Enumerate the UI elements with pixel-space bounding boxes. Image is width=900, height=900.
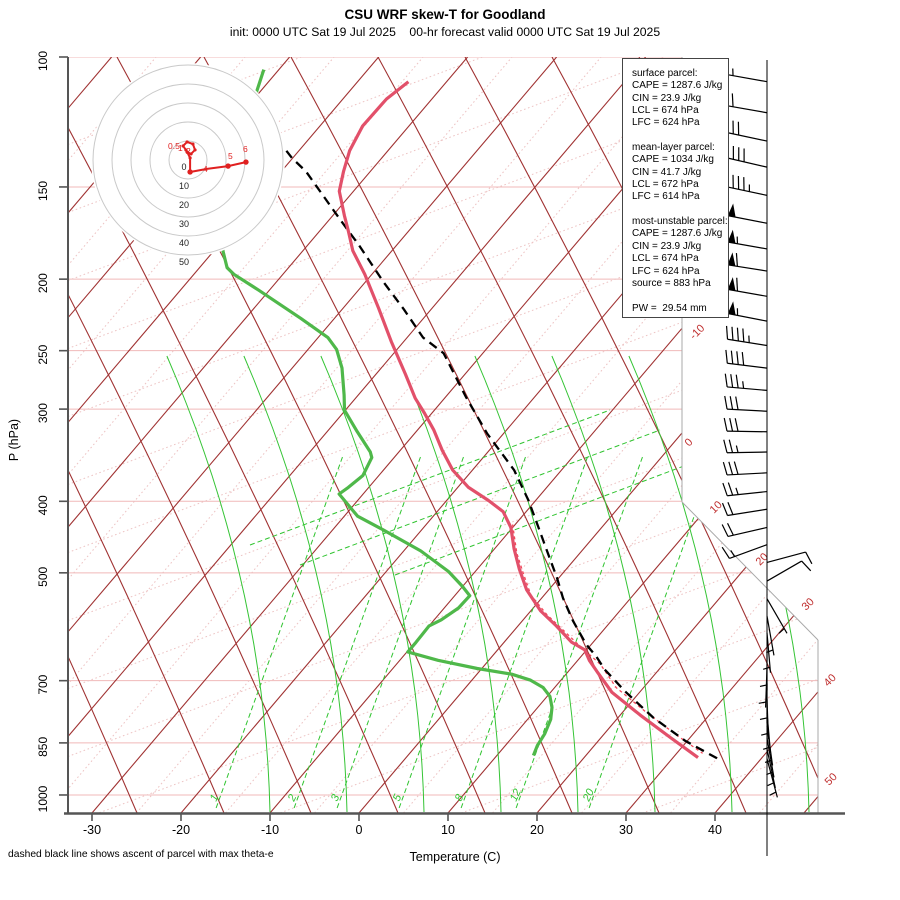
wind-barb: [727, 144, 768, 168]
mixing-ratio-label: 1: [208, 793, 221, 804]
hodograph-height-label: 2: [186, 146, 191, 156]
virtual-temp-trace: [511, 524, 703, 754]
parcel-ascent-trace: [285, 150, 718, 760]
parcel-info-box: surface parcel: CAPE = 1287.6 J/kg CIN =…: [622, 58, 729, 318]
pressure-tick-label: 300: [36, 403, 50, 423]
pressure-tick-label: 700: [36, 674, 50, 694]
hodograph-ring-label: 30: [179, 219, 189, 229]
mixing-ratio-label: 20: [580, 786, 597, 804]
hodograph-ring-label: 50: [179, 257, 189, 267]
wind-barb: [722, 482, 768, 497]
wind-barb: [727, 119, 768, 142]
temperature-tick-label: 0: [356, 823, 363, 837]
hodograph-height-label: 1: [178, 143, 183, 153]
hodograph-ring-label: 0: [181, 162, 186, 172]
pressure-tick-label: 250: [36, 344, 50, 364]
mixing-ratio-label: 8: [453, 792, 467, 803]
hodograph-ring-label: 40: [179, 238, 189, 248]
isotherm-label: 10: [708, 499, 725, 516]
wind-barb: [727, 229, 768, 250]
isotherm-label: 40: [822, 672, 839, 689]
pressure-tick-label: 150: [36, 181, 50, 201]
temperature-tick-label: 30: [619, 823, 633, 837]
temperature-tick-label: -30: [83, 823, 101, 837]
x-axis-label: Temperature (C): [409, 850, 501, 864]
dewpoint-trace: [221, 69, 554, 757]
pressure-tick-label: 1000: [36, 785, 50, 812]
wind-barb: [722, 461, 768, 476]
isotherm-label: -10: [688, 322, 708, 342]
hodograph-ring-label: 10: [179, 181, 189, 191]
wind-barb: [723, 439, 768, 454]
wind-barb: [721, 544, 768, 559]
hodograph-panel: 0 10 20 30 40 50 0.51 2 4 56: [91, 63, 285, 267]
temperature-trace: [337, 80, 699, 759]
wind-barb: [724, 373, 768, 392]
wind-barb: [727, 252, 768, 272]
pressure-tick-label: 500: [36, 566, 50, 586]
temperature-tick-label: -20: [172, 823, 190, 837]
isotherm-label: 30: [800, 596, 817, 613]
wind-barb: [727, 203, 768, 224]
wind-barb: [766, 551, 813, 565]
temperature-tick-label: 40: [708, 823, 722, 837]
wind-barb: [721, 502, 768, 517]
wind-barb: [726, 61, 768, 83]
wind-barb: [723, 417, 768, 433]
wind-barb: [727, 277, 768, 297]
pressure-tick-label: 200: [36, 273, 50, 293]
wind-barb: [726, 92, 768, 114]
hodograph-ring-label: 20: [179, 200, 189, 210]
isotherm-label: 20: [754, 551, 771, 568]
hodograph-height-label: 6: [243, 144, 248, 154]
wind-barb: [727, 173, 768, 196]
wind-barb: [724, 395, 768, 412]
wind-barb: [727, 301, 768, 322]
sounding-traces: [221, 69, 718, 760]
hodograph-height-label: 4: [203, 164, 208, 174]
pressure-tick-label: 400: [36, 495, 50, 515]
isotherm-label: 0: [683, 436, 696, 449]
wind-barb: [725, 325, 768, 347]
mixing-ratio-label: 3: [329, 792, 343, 803]
wind-barb: [725, 349, 768, 369]
wind-barb: [766, 598, 788, 634]
parcel-footnote: dashed black line shows ascent of parcel…: [8, 849, 274, 860]
temperature-tick-label: 20: [530, 823, 544, 837]
pressure-tick-label: 850: [36, 737, 50, 757]
page-title: CSU WRF skew-T for Goodland: [344, 7, 546, 22]
hodograph-height-label: 0.5: [168, 141, 180, 151]
y-axis-label: P (hPa): [7, 418, 21, 462]
mixing-ratio-label: 12: [508, 787, 524, 803]
wind-barb: [758, 667, 768, 708]
temperature-tick-label: -10: [261, 823, 279, 837]
isotherm-label: 50: [823, 771, 840, 788]
mixing-ratio-label: 5: [391, 792, 405, 803]
mixing-ratio-label: 2: [285, 793, 299, 805]
wind-barb: [766, 560, 812, 582]
wind-barb: [721, 522, 768, 538]
wind-barb-column: [721, 60, 813, 856]
temperature-tick-label: 10: [441, 823, 455, 837]
pressure-tick-label: 100: [36, 51, 50, 71]
page-subtitle: init: 0000 UTC Sat 19 Jul 2025 00-hr for…: [229, 25, 661, 39]
wind-barb: [766, 758, 778, 798]
hodograph-height-label: 5: [228, 151, 233, 161]
